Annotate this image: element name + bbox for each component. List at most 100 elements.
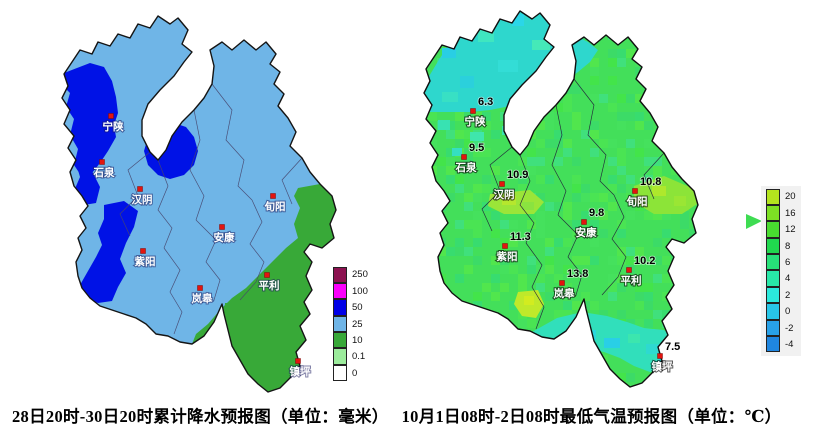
- precip-legend-item: 100: [333, 282, 368, 300]
- station-value: 10.9: [507, 169, 528, 181]
- city-marker: [270, 193, 276, 199]
- legend-label: 100: [352, 285, 368, 297]
- city-label: 平利: [259, 279, 280, 292]
- city-平利: 平利: [258, 272, 281, 293]
- county-boundary-line: [481, 146, 513, 232]
- city-镇坪: 镇坪: [289, 358, 312, 379]
- map-fill-area: [424, 11, 698, 387]
- legend-label: 12: [785, 224, 796, 236]
- city-label: 安康: [214, 231, 235, 244]
- legend-swatch: [333, 315, 347, 333]
- city-marker: [461, 154, 467, 160]
- county-boundary-line: [601, 194, 627, 296]
- county-boundary-line: [189, 109, 205, 221]
- legend-swatch: [766, 237, 780, 255]
- map-fill-area: [62, 16, 336, 392]
- county-boundary-line: [211, 83, 253, 201]
- station-value: 7.5: [665, 341, 680, 353]
- temperature-legend: 20 16 12 8 6 4 2 0 -2 -4: [761, 186, 801, 356]
- city-label: 旬阳: [626, 195, 648, 208]
- county-boundary-line: [557, 214, 583, 296]
- legend-label: 20: [785, 191, 796, 203]
- county-boundary-line: [157, 159, 173, 249]
- city-label: 紫阳: [497, 250, 518, 263]
- precipitation-legend: 250 100 50 25 10 0.1 0: [328, 264, 373, 385]
- city-marker: [502, 243, 508, 249]
- legend-swatch: [333, 348, 347, 365]
- temp-legend-item: 4: [766, 270, 796, 287]
- legend-label: 4: [785, 273, 791, 285]
- legend-swatch: [766, 254, 780, 271]
- city-紫阳: 紫阳: [134, 248, 157, 269]
- temp-legend-item: -2: [766, 319, 796, 337]
- legend-swatch: [766, 270, 780, 287]
- caption-precipitation: 28日20时-30日20时累计降水预报图（单位：毫米）: [12, 407, 389, 426]
- city-marker: [581, 219, 587, 225]
- heavy-rain-region: [62, 63, 118, 177]
- city-marker: [657, 353, 663, 359]
- city-marker: [219, 224, 225, 230]
- city-宁陕: 宁陕: [102, 113, 125, 134]
- city-岚皋: 岚皋 13.8: [553, 267, 590, 301]
- county-boundary-line: [551, 104, 567, 216]
- temp-legend-item: 16: [766, 204, 796, 222]
- precip-legend-item: 25: [333, 315, 368, 333]
- city-label: 宁陕: [465, 115, 486, 128]
- county-boundary-line: [239, 199, 265, 301]
- station-value: 10.8: [640, 176, 661, 188]
- city-紫阳: 紫阳 11.3: [496, 230, 532, 264]
- legend-label: 250: [352, 269, 368, 281]
- legend-swatch: [333, 282, 347, 300]
- station-value: 6.3: [478, 96, 493, 108]
- legend-label: 16: [785, 207, 796, 219]
- city-marker: [559, 280, 565, 286]
- station-value: 11.3: [510, 231, 531, 243]
- temperature-map: 宁陕 6.3 石泉 9.5 汉阴 10.9 旬阳 10.8 安康 9.8 紫阳 11.3 平利 10.2 岚…: [423, 10, 699, 388]
- county-boundary-line: [163, 247, 183, 335]
- city-岚皋: 岚皋: [191, 285, 214, 306]
- city-旬阳: 旬阳: [263, 193, 287, 214]
- legend-swatch: [333, 332, 347, 349]
- county-boundary-line: [573, 78, 615, 196]
- city-平利: 平利 10.2: [620, 254, 657, 288]
- city-marker: [140, 248, 146, 254]
- county-boundary-line: [119, 151, 151, 237]
- city-label: 石泉: [93, 166, 115, 179]
- county-boundary-line: [195, 219, 221, 301]
- station-value: 10.2: [634, 255, 655, 267]
- city-宁陕: 宁陕 6.3: [464, 95, 495, 129]
- county-boundary-line: [519, 154, 535, 244]
- city-旬阳: 旬阳 10.8: [625, 175, 663, 209]
- city-label: 石泉: [455, 161, 477, 174]
- station-value: 9.8: [589, 207, 604, 219]
- city-汉阴: 汉阴 10.9: [493, 168, 530, 202]
- city-marker: [632, 188, 638, 194]
- caption: 28日20时-30日20时累计降水预报图（单位：毫米） 10月1日08时-2日08…: [12, 403, 814, 427]
- legend-swatch: [766, 204, 780, 222]
- city-label: 岚皋: [192, 292, 213, 305]
- city-label: 宁陕: [103, 120, 124, 133]
- temp-legend-item: -4: [766, 336, 796, 353]
- map-boundary: [61, 15, 337, 393]
- city-label: 岚皋: [554, 287, 575, 300]
- temp-legend-item: 6: [766, 254, 796, 271]
- city-label: 紫阳: [135, 255, 156, 268]
- city-石泉: 石泉 9.5: [454, 141, 486, 175]
- moderate-rain-region: [192, 184, 336, 392]
- legend-swatch: [766, 336, 780, 353]
- legend-swatch: [333, 364, 347, 382]
- city-镇坪: 镇坪 7.5: [651, 340, 682, 374]
- city-label: 汉阴: [132, 193, 153, 206]
- temp-legend-item: 8: [766, 237, 796, 255]
- legend-label: -2: [785, 322, 794, 334]
- station-value: 13.8: [567, 268, 588, 280]
- city-marker: [499, 181, 505, 187]
- city-汉阴: 汉阴: [131, 186, 154, 207]
- precip-legend-item: 50: [333, 299, 368, 316]
- heavy-rain-region: [80, 201, 138, 303]
- temp-legend-item: 12: [766, 221, 796, 238]
- precip-legend-item: 0: [333, 364, 368, 382]
- precip-legend-item: 250: [333, 266, 368, 283]
